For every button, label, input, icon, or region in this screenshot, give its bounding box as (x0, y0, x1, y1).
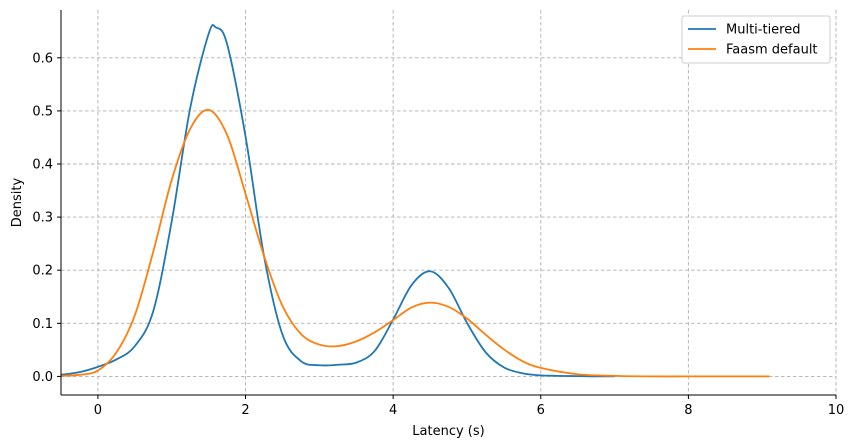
x-tick-label: 2 (241, 403, 249, 418)
legend-box (681, 15, 831, 64)
x-tick-label: 6 (537, 403, 545, 418)
x-tick-label: 8 (684, 403, 692, 418)
legend-label-2: Faasm default (726, 43, 818, 58)
grid (61, 10, 837, 395)
legend: Multi-tiered Faasm default (681, 15, 831, 64)
y-tick-label: 0.4 (32, 158, 53, 173)
y-tick-label: 0.5 (32, 104, 53, 119)
series-line-2 (60, 108, 770, 378)
y-tick-label: 0.0 (32, 370, 53, 385)
x-tick-label: 4 (389, 403, 397, 418)
axes (60, 10, 836, 396)
series-lines (60, 24, 770, 378)
y-tick-label: 0.3 (32, 211, 53, 226)
x-tick-label: 0 (94, 403, 102, 418)
ticks: 0 2 4 6 8 10 0.0 0.1 0.2 0.3 0.4 0.5 0.6 (32, 51, 844, 418)
x-tick-label: 10 (828, 403, 845, 418)
y-tick-label: 0.2 (32, 264, 53, 279)
y-tick-label: 0.1 (32, 317, 53, 332)
legend-label-1: Multi-tiered (726, 23, 800, 38)
y-axis-label: Density (10, 177, 25, 227)
y-tick-label: 0.6 (32, 51, 53, 66)
series-line-1 (60, 24, 615, 378)
x-axis-label: Latency (s) (412, 424, 484, 439)
